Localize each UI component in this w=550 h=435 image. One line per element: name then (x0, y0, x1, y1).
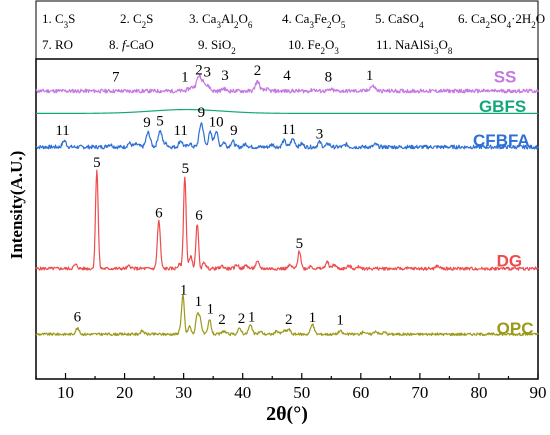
legend-box: 1. C3S 2. C2S 3. Ca3Al2O6 4. Ca3Fe2O5 5. CaS… (35, 0, 545, 60)
series-line-cfbfa (35, 122, 539, 150)
peak-label: 10 (209, 115, 224, 131)
peak-label: 5 (296, 236, 304, 252)
legend-item-4: 4. Ca3Fe2O5 (282, 11, 346, 30)
peak-label: 1 (248, 309, 256, 325)
legend-items: 1. C3S 2. C2S 3. Ca3Al2O6 4. Ca3Fe2O5 5. CaS… (42, 11, 545, 56)
series-line-opc (35, 293, 539, 337)
legend-item-11: 11. NaAlSi3O8 (376, 37, 453, 56)
peak-label: 6 (74, 309, 82, 325)
peak-label: 3 (221, 68, 229, 84)
plot-frame (35, 58, 539, 380)
legend-item-10: 10. Fe2O3 (288, 37, 339, 56)
legend-item-6: 6. Ca2SO4·2H2O (458, 11, 545, 30)
legend-item-1: 1. C3S (42, 11, 75, 30)
peak-label: 11 (173, 123, 187, 139)
peak-label: 2 (195, 62, 203, 78)
peak-label: 11 (282, 122, 296, 138)
series-name-ss: SS (494, 67, 517, 86)
x-tick-label: 50 (293, 383, 310, 402)
peak-label: 1 (309, 310, 317, 326)
x-tick-label: 80 (470, 383, 487, 402)
legend-item-8: 8. f-CaO (109, 37, 154, 52)
legend-item-9: 9. SiO2 (198, 37, 236, 56)
peak-label: 9 (143, 115, 151, 131)
peak-label: 2 (254, 63, 262, 79)
series-name-cfbfa: CFBFA (473, 131, 530, 150)
legend-item-2: 2. C2S (120, 11, 153, 30)
x-axis-title: 2θ(°) (266, 403, 308, 425)
series-name-gbfs: GBFS (479, 97, 526, 116)
peak-label: 8 (325, 69, 333, 85)
peak-label: 2 (238, 311, 246, 327)
x-tick-label: 40 (234, 383, 251, 402)
x-tick-label: 60 (352, 383, 369, 402)
x-tick-label: 30 (175, 383, 192, 402)
x-tick-label: 90 (530, 383, 547, 402)
series-dg: 5 6 5 6 5 DG (35, 155, 539, 271)
peak-label: 1 (206, 301, 214, 317)
peak-label: 9 (230, 123, 238, 139)
peak-label: 2 (218, 312, 226, 328)
series-opc: 611 12 2 1 2 1 1 OPC (35, 283, 539, 338)
x-tick-label: 10 (57, 383, 74, 402)
peak-label: 1 (181, 69, 189, 85)
peak-label: 11 (55, 123, 69, 139)
peak-label: 7 (112, 69, 120, 85)
series-line-ss (35, 74, 539, 94)
peak-label: 5 (93, 155, 101, 171)
series-gbfs: GBFS (35, 97, 539, 116)
series-name-dg: DG (497, 251, 523, 270)
x-axis: 10 20 30 40 50 60 70 80 90 (35, 373, 547, 402)
legend-frame (35, 0, 539, 60)
peak-label: 1 (336, 313, 344, 329)
series-name-opc: OPC (497, 319, 534, 338)
peak-label: 6 (155, 205, 163, 221)
peak-label: 5 (182, 161, 190, 177)
peak-label: 3 (316, 126, 324, 142)
series-line-dg (35, 169, 539, 271)
peak-label: 1 (195, 294, 203, 310)
series-line-gbfs (35, 108, 539, 114)
peak-label: 5 (156, 114, 164, 130)
series-ss: 7 1 2 3 3 2 4 8 1 SS (35, 62, 539, 94)
peak-label: 1 (180, 283, 188, 299)
legend-item-5: 5. CaSO4 (375, 11, 424, 30)
peak-label: 1 (366, 68, 374, 84)
peak-label: 9 (198, 105, 206, 121)
peak-label: 4 (283, 68, 291, 84)
legend-item-7: 7. RO (42, 37, 73, 52)
legend-item-3: 3. Ca3Al2O6 (189, 11, 253, 30)
peak-label: 3 (204, 65, 212, 81)
peak-label: 6 (195, 208, 203, 224)
x-tick-label: 20 (116, 383, 133, 402)
x-tick-label: 70 (411, 383, 428, 402)
peak-label: 2 (285, 312, 293, 328)
y-axis-title: Intensity(A.U.) (7, 151, 26, 260)
